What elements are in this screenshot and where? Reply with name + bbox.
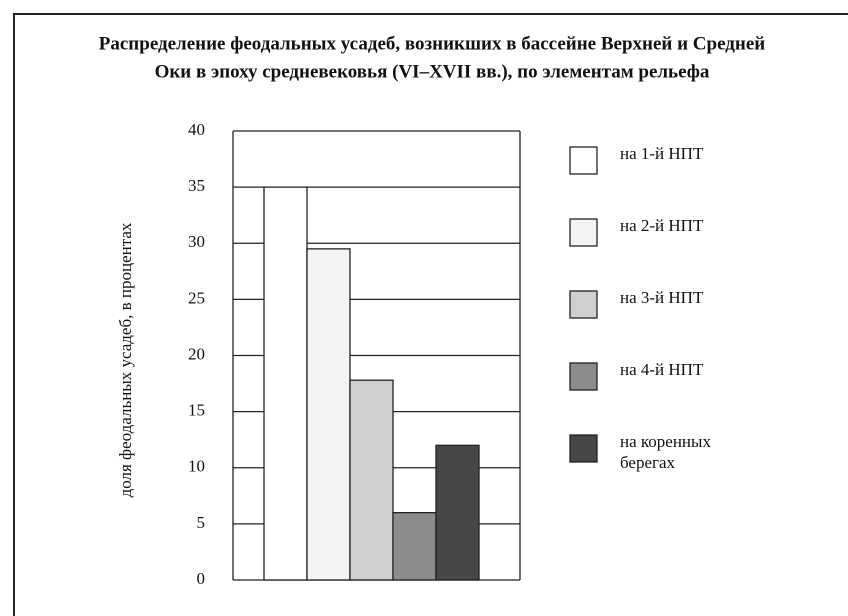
bar <box>263 186 308 581</box>
legend-label: на 2-й НПТ <box>620 216 704 235</box>
legend-label: на 3-й НПТ <box>620 288 704 307</box>
y-tick-label: 0 <box>197 569 206 588</box>
legend-swatch <box>569 146 598 175</box>
chart-title: Распределение феодальных усадеб, возникш… <box>99 33 766 54</box>
y-tick-label: 35 <box>188 176 205 195</box>
bar <box>349 379 394 581</box>
y-tick-label: 40 <box>188 120 205 139</box>
frame <box>13 13 848 616</box>
y-axis-label: доля феодальных усадеб, в процентах <box>116 222 135 497</box>
y-tick-label: 30 <box>188 232 205 251</box>
legend-swatch <box>569 434 598 463</box>
bar <box>306 248 351 581</box>
y-tick-label: 25 <box>188 288 205 307</box>
y-tick-label: 20 <box>188 344 205 363</box>
legend-swatch <box>569 362 598 391</box>
legend-label: на 4-й НПТ <box>620 360 704 379</box>
bar <box>392 512 437 581</box>
legend-swatch <box>569 290 598 319</box>
legend-label: на коренных берегах <box>620 432 711 472</box>
legend-label: на 1-й НПТ <box>620 144 704 163</box>
bar <box>435 444 480 581</box>
legend-swatch <box>569 218 598 247</box>
chart-title: Оки в эпоху средневековья (VI–XVII вв.),… <box>155 61 710 82</box>
y-tick-label: 15 <box>188 401 205 420</box>
y-tick-label: 10 <box>188 457 205 476</box>
y-tick-label: 5 <box>197 513 206 532</box>
